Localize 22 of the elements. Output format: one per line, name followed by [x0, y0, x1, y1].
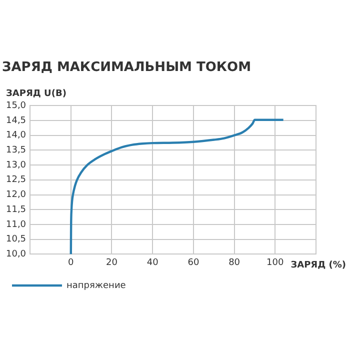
y-tick-label: 15,0: [6, 100, 26, 111]
text: напряжение: [66, 280, 126, 291]
y-tick-label: 12,5: [6, 175, 26, 186]
y-axis-title: ЗАРЯД U(В): [6, 88, 66, 99]
x-tick-label: 20: [106, 258, 118, 268]
x-axis-title: ЗАРЯД (%): [290, 260, 346, 271]
y-tick-label: 10,0: [6, 250, 26, 260]
y-tick-label: 11,0: [6, 220, 26, 230]
x-tick-label: 40: [146, 258, 159, 268]
line-series: [70, 118, 284, 254]
x-tick-label: 100: [266, 258, 284, 268]
x-tick-label: 0: [68, 258, 74, 268]
chart-title: ЗАРЯД МАКСИМАЛЬНЫМ ТОКОМ: [2, 60, 252, 76]
y-tick-label: 11,5: [6, 204, 26, 215]
y-tick-label: 12,0: [6, 190, 26, 200]
y-tick-label: 13,0: [6, 160, 26, 170]
x-tick-label: 80: [228, 258, 240, 268]
y-tick-label: 10,5: [6, 234, 26, 245]
y-tick-label: 14,0: [6, 130, 26, 141]
y-tick-label: 14,5: [6, 116, 26, 126]
x-tick-label: 60: [188, 258, 200, 268]
y-tick-label: 13,5: [6, 146, 26, 156]
